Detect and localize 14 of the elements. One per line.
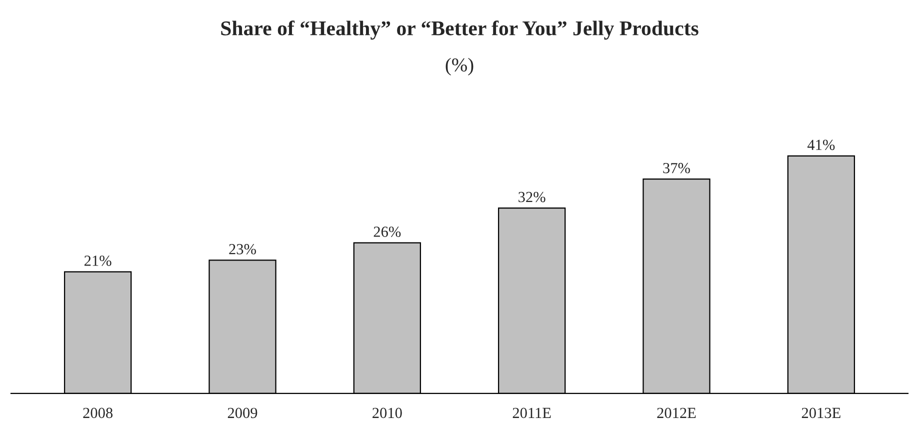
- x-tick-label: 2008: [83, 408, 113, 418]
- data-label: 32%: [518, 192, 546, 202]
- x-tick-label: 2010: [372, 408, 402, 418]
- data-label: 41%: [807, 140, 835, 150]
- data-label: 37%: [663, 162, 690, 174]
- x-tick-label: 2012E: [657, 408, 696, 418]
- x-tick-label: 2009: [228, 408, 258, 418]
- data-label: 26%: [374, 226, 401, 237]
- data-label: 23%: [229, 244, 256, 254]
- x-tick-label: 2013E: [802, 408, 840, 418]
- chart-subtitle: (%): [446, 58, 474, 76]
- chart-title: Share of “Healthy” or “Better for You” Jelly Products: [221, 20, 698, 40]
- data-label: 21%: [84, 256, 112, 266]
- x-tick-label: 2011E: [512, 408, 551, 418]
